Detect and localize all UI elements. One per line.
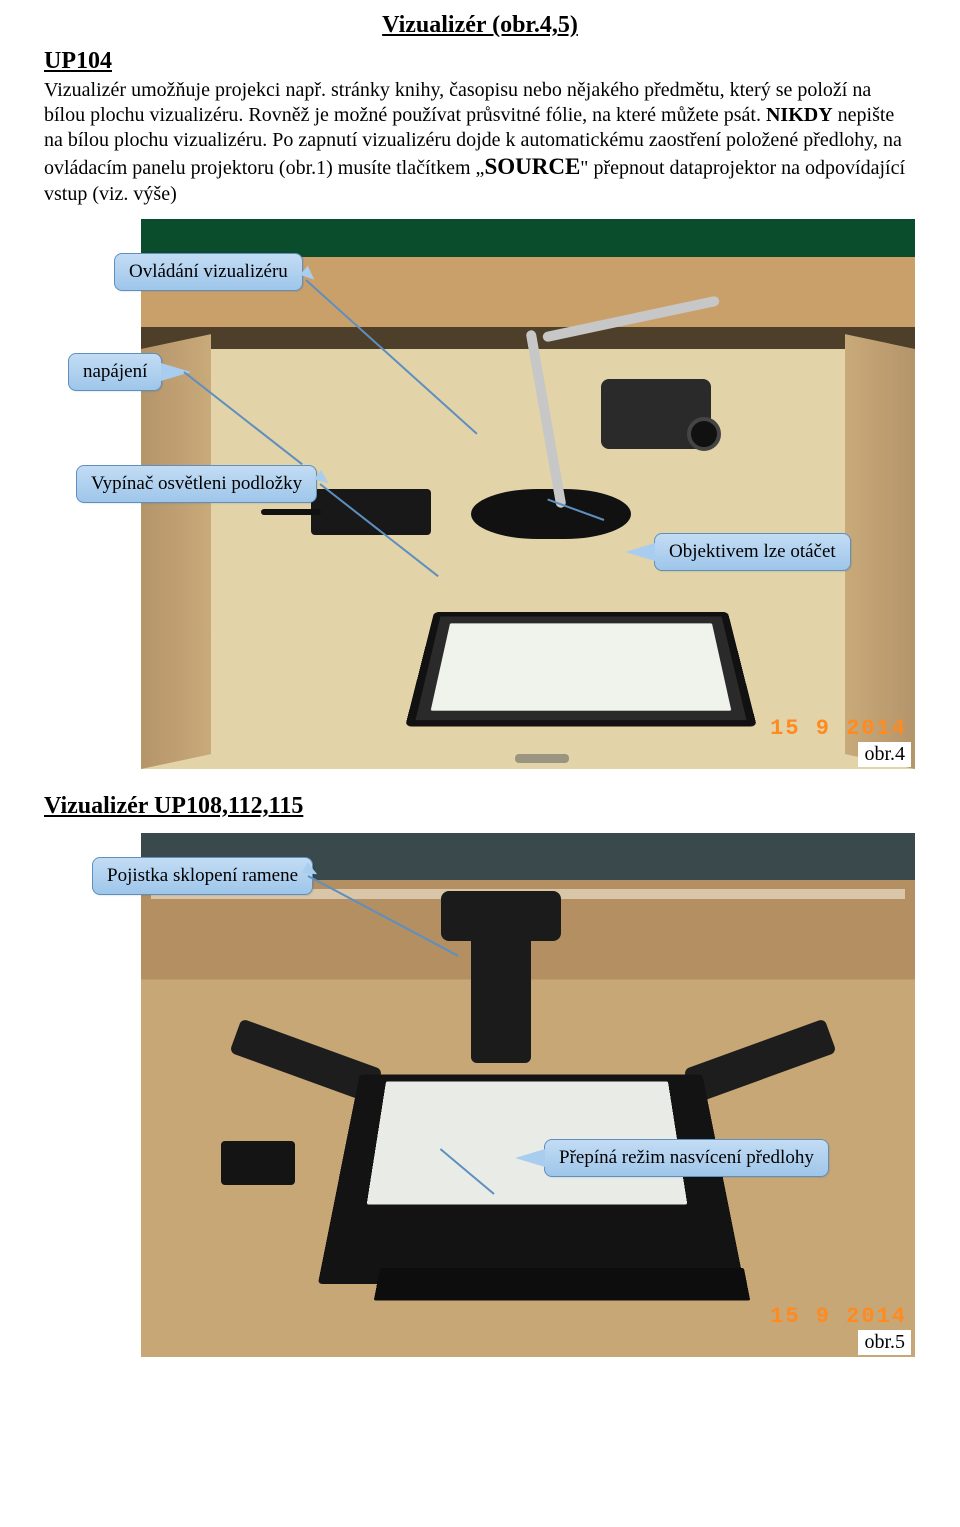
callout-control: Ovládání vizualizéru: [114, 253, 303, 291]
figure-1: 15 9 2014 obr.4 Ovládání vizualizéru nap…: [44, 219, 916, 769]
intro-paragraph: Vizualizér umožňuje projekci např. strán…: [44, 78, 916, 207]
callout-switch-label: Vypínač osvětleni podložky: [91, 473, 302, 494]
figure-2-image: 15 9 2014 obr.5: [141, 833, 915, 1357]
heading-up108: Vizualizér UP108,112,115: [44, 791, 916, 821]
fig1-bg-green: [141, 219, 915, 257]
fig1-psu: [311, 489, 431, 535]
callout-control-label: Ovládání vizualizéru: [129, 261, 288, 282]
fig1-wall-right: [845, 334, 915, 769]
fig1-date: 15 9 2014: [770, 715, 907, 743]
callout-lens: Objektivem lze otáčet: [654, 533, 851, 571]
fig2-caption: obr.5: [858, 1330, 911, 1355]
callout-power-label: napájení: [83, 361, 147, 382]
fig1-drawer-latch: [515, 754, 569, 763]
callout-mode: Přepíná režim nasvícení předlohy: [544, 1139, 829, 1177]
fig1-lightpad: [405, 612, 757, 727]
fig2-date: 15 9 2014: [770, 1303, 907, 1331]
fig1-cable: [261, 509, 321, 515]
fig2-psu: [221, 1141, 295, 1185]
heading-up104: UP104: [44, 46, 916, 76]
fig2-camera-head: [441, 891, 561, 941]
para-text-1: Vizualizér umožňuje projekci např. strán…: [44, 79, 871, 126]
fig1-wall-left: [141, 334, 211, 769]
fig1-camera-lens: [687, 417, 721, 451]
callout-switch: Vypínač osvětleni podložky: [76, 465, 317, 503]
para-bold-nikdy: NIKDY: [766, 104, 833, 126]
callout-lock-label: Pojistka sklopení ramene: [107, 865, 298, 886]
fig2-scanner-panel: [374, 1268, 750, 1300]
para-bold-source: SOURCE: [484, 154, 580, 179]
fig1-caption: obr.4: [858, 742, 911, 767]
callout-lens-label: Objektivem lze otáčet: [669, 541, 836, 562]
fig1-base: [471, 489, 631, 539]
figure-2: 15 9 2014 obr.5 Pojistka sklopení ramene…: [44, 833, 916, 1357]
fig1-lightpad-surface: [431, 623, 732, 710]
callout-lock: Pojistka sklopení ramene: [92, 857, 313, 895]
page-title: Vizualizér (obr.4,5): [44, 10, 916, 40]
callout-mode-label: Přepíná režim nasvícení předlohy: [559, 1147, 814, 1168]
fig2-column: [471, 923, 531, 1063]
callout-power: napájení: [68, 353, 162, 391]
